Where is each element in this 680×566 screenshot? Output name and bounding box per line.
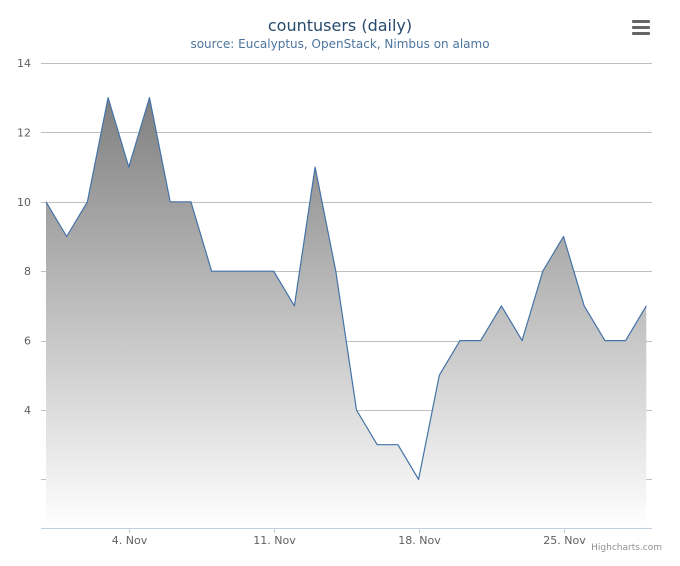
data-point[interactable] bbox=[497, 302, 505, 310]
data-point[interactable] bbox=[456, 337, 464, 345]
x-tick-label: 11. Nov bbox=[253, 534, 296, 547]
data-point[interactable] bbox=[580, 302, 588, 310]
data-point[interactable] bbox=[104, 94, 112, 102]
data-point[interactable] bbox=[63, 233, 71, 241]
y-tick-label: 6 bbox=[24, 335, 31, 348]
data-point[interactable] bbox=[477, 337, 485, 345]
data-point[interactable] bbox=[146, 94, 154, 102]
y-tick-label: 8 bbox=[24, 265, 31, 278]
data-point[interactable] bbox=[270, 267, 278, 275]
data-point[interactable] bbox=[166, 198, 174, 206]
y-tick-label: 4 bbox=[24, 404, 31, 417]
data-point[interactable] bbox=[332, 267, 340, 275]
data-point[interactable] bbox=[415, 475, 423, 483]
data-point[interactable] bbox=[373, 441, 381, 449]
data-point[interactable] bbox=[125, 163, 133, 171]
data-point[interactable] bbox=[394, 441, 402, 449]
data-point[interactable] bbox=[187, 198, 195, 206]
data-point[interactable] bbox=[353, 406, 361, 414]
chart-title: countusers (daily) bbox=[267, 16, 413, 35]
data-point[interactable] bbox=[601, 337, 609, 345]
series-area bbox=[46, 97, 647, 528]
data-point[interactable] bbox=[622, 337, 630, 345]
data-point[interactable] bbox=[518, 337, 526, 345]
data-point[interactable] bbox=[290, 302, 298, 310]
data-point[interactable] bbox=[208, 267, 216, 275]
x-tick-label: 4. Nov bbox=[112, 534, 148, 547]
data-point[interactable] bbox=[249, 267, 257, 275]
y-tick-label: 12 bbox=[17, 126, 31, 139]
y-tick-label: 14 bbox=[17, 57, 31, 70]
data-point[interactable] bbox=[228, 267, 236, 275]
data-point[interactable] bbox=[642, 302, 650, 310]
hamburger-menu-icon[interactable] bbox=[630, 19, 652, 37]
data-point[interactable] bbox=[560, 233, 568, 241]
y-tick-label: 10 bbox=[17, 196, 31, 209]
x-tick-label: 25. Nov bbox=[543, 534, 586, 547]
data-point[interactable] bbox=[311, 163, 319, 171]
data-point[interactable] bbox=[435, 371, 443, 379]
chart-subtitle: source: Eucalyptus, OpenStack, Nimbus on… bbox=[190, 37, 490, 51]
data-point[interactable] bbox=[83, 198, 91, 206]
credits-link[interactable]: Highcharts.com bbox=[591, 543, 662, 553]
data-point[interactable] bbox=[539, 267, 547, 275]
data-point[interactable] bbox=[42, 198, 50, 206]
x-tick-label: 18. Nov bbox=[398, 534, 441, 547]
series-line bbox=[45, 97, 647, 480]
